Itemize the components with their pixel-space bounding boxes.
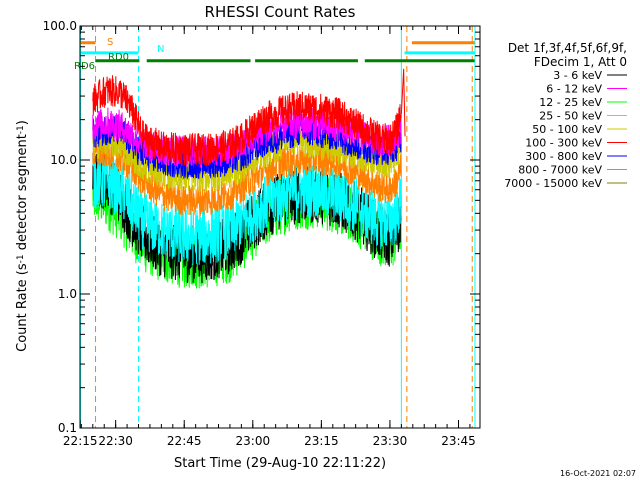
y-axis-label-part: -1 (16, 125, 26, 134)
legend-entry-label: 50 - 100 keV (532, 123, 602, 136)
x-tick-label: 22:30 (98, 434, 133, 448)
series-line (92, 135, 402, 217)
footer-timestamp: 16-Oct-2021 02:07 (560, 469, 636, 478)
y-tick-label: 100.0 (43, 19, 77, 33)
legend-entry-label: 6 - 12 keV (546, 83, 602, 96)
x-tick-label: 22:45 (167, 434, 202, 448)
legend-header: FDecim 1, Att 0 (534, 55, 627, 69)
legend-entry-label: 3 - 6 keV (553, 69, 602, 82)
x-tick-label: 23:30 (373, 434, 408, 448)
legend-entry-label: 7000 - 15000 keV (504, 177, 602, 190)
legend-entry-label: 25 - 50 keV (539, 110, 602, 123)
x-axis: 22:15 22:30 22:45 23:00 23:15 23:30 23:45 (63, 26, 476, 448)
legend-entry-label: 100 - 300 keV (525, 137, 602, 150)
y-tick-label: 10.0 (50, 153, 77, 167)
series-line (92, 151, 402, 265)
attenuator-label: S (107, 37, 113, 48)
y-axis: 0.1 1.0 10.0 100.0 (43, 19, 480, 435)
plot-frame (79, 25, 481, 429)
legend-entry-label: 300 - 800 keV (525, 150, 602, 163)
y-tick-label: 1.0 (58, 287, 77, 301)
y-axis-label-part: ) (15, 120, 30, 125)
series-line (92, 75, 402, 167)
attenuator-label: N (157, 44, 164, 55)
x-tick-label: 23:15 (304, 434, 339, 448)
legend: Det 1f,3f,4f,5f,6f,9f,FDecim 1, Att 03 -… (504, 41, 627, 190)
y-tick-label: 0.1 (58, 421, 77, 435)
y-axis-label-part: -1 (16, 254, 26, 263)
x-tick-label: 23:00 (236, 434, 271, 448)
x-tick-label: 22:15 (63, 434, 98, 448)
x-axis-label: Start Time (29-Aug-10 22:11:22) (174, 456, 386, 471)
x-tick-label: 23:45 (441, 434, 476, 448)
data-series (92, 68, 406, 289)
attenuator-label: RD0 (108, 52, 129, 63)
legend-entry-label: 800 - 7000 keV (518, 164, 602, 177)
y-axis-label-part: Count Rate (s (15, 263, 30, 352)
y-axis-label-part: detector segment (15, 134, 30, 254)
chart-title: RHESSI Count Rates (205, 3, 356, 21)
attenuator-bars (80, 41, 475, 63)
series-spike (400, 68, 406, 137)
legend-entry-label: 12 - 25 keV (539, 96, 602, 109)
legend-header: Det 1f,3f,4f,5f,6f,9f, (508, 41, 627, 55)
y-axis-label: Count Rate (s-1 detector segment-1) (15, 120, 30, 352)
